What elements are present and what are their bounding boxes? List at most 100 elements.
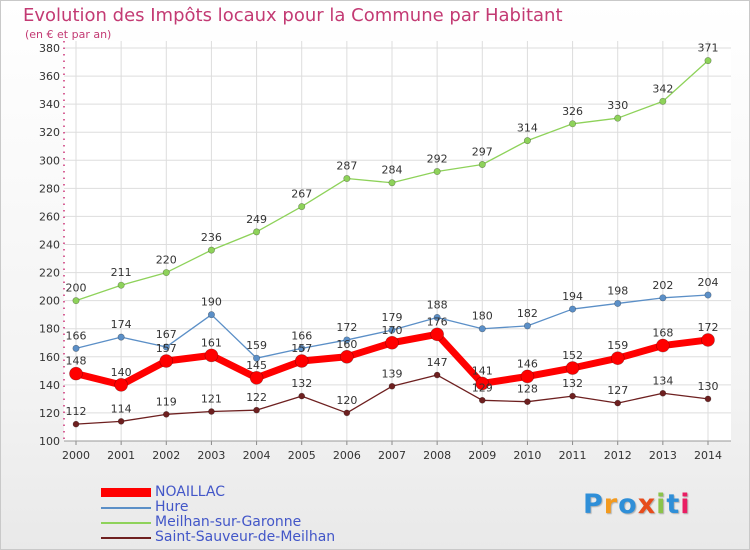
data-label-hure: 204 <box>698 276 719 289</box>
data-label-meilhan-sur-garonne: 297 <box>472 145 493 158</box>
data-label-hure: 198 <box>607 284 628 297</box>
logo-letter: t <box>666 489 681 520</box>
data-point-meilhan-sur-garonne <box>207 246 215 254</box>
data-label-saint-sauveur-de-meilhan: 128 <box>517 383 538 396</box>
data-point-noaillac <box>520 369 535 384</box>
data-label-saint-sauveur-de-meilhan: 122 <box>246 391 267 404</box>
legend-item: Meilhan-sur-Garonne <box>101 515 335 530</box>
data-label-noaillac: 140 <box>111 366 132 379</box>
data-label-meilhan-sur-garonne: 330 <box>607 99 628 112</box>
data-label-noaillac: 157 <box>156 342 177 355</box>
data-point-saint-sauveur-de-meilhan <box>343 409 351 417</box>
y-tick-label: 180 <box>39 323 60 336</box>
data-point-hure <box>253 354 261 362</box>
data-point-meilhan-sur-garonne <box>704 57 712 65</box>
data-point-saint-sauveur-de-meilhan <box>388 382 396 390</box>
legend-item: Hure <box>101 500 335 515</box>
data-point-meilhan-sur-garonne <box>117 281 125 289</box>
data-label-saint-sauveur-de-meilhan: 120 <box>336 394 357 407</box>
data-label-hure: 159 <box>246 339 267 352</box>
data-label-saint-sauveur-de-meilhan: 147 <box>427 356 448 369</box>
logo-letter: r <box>603 489 619 520</box>
data-label-noaillac: 146 <box>517 357 538 370</box>
data-point-hure <box>117 333 125 341</box>
data-point-saint-sauveur-de-meilhan <box>524 398 531 406</box>
data-label-noaillac: 148 <box>66 355 87 368</box>
data-label-noaillac: 176 <box>427 315 448 328</box>
data-point-noaillac <box>249 371 264 385</box>
data-point-hure <box>388 326 396 334</box>
data-point-hure <box>343 336 351 344</box>
y-tick-label: 280 <box>39 182 60 195</box>
data-point-hure <box>298 344 306 352</box>
logo-letter: o <box>618 489 638 520</box>
legend-label: NOAILLAC <box>155 484 225 500</box>
legend-swatch <box>101 536 151 539</box>
logo-letter: i <box>680 489 691 520</box>
y-tick-label: 220 <box>39 267 60 280</box>
data-point-noaillac <box>69 366 83 381</box>
chart-subtitle: (en € et par an) <box>25 28 112 41</box>
data-point-hure <box>162 343 170 351</box>
data-point-noaillac <box>565 361 580 375</box>
x-tick-label: 2006 <box>333 449 361 462</box>
data-label-hure: 182 <box>517 307 538 320</box>
data-label-hure: 188 <box>427 298 448 311</box>
data-label-hure: 202 <box>652 279 673 292</box>
legend-swatch <box>101 521 151 524</box>
x-tick-label: 2007 <box>378 449 406 462</box>
x-tick-label: 2008 <box>423 449 451 462</box>
data-point-hure <box>433 313 441 321</box>
data-point-noaillac <box>340 349 354 364</box>
data-point-saint-sauveur-de-meilhan <box>478 396 486 404</box>
data-label-hure: 194 <box>562 290 583 303</box>
y-tick-label: 360 <box>39 70 60 83</box>
y-tick-label: 300 <box>39 154 60 167</box>
data-point-hure <box>72 344 80 352</box>
data-label-noaillac: 145 <box>246 359 267 372</box>
data-point-meilhan-sur-garonne <box>659 97 667 105</box>
x-tick-label: 2002 <box>152 449 180 462</box>
y-tick-label: 100 <box>39 435 60 448</box>
data-label-saint-sauveur-de-meilhan: 119 <box>156 395 177 408</box>
data-label-saint-sauveur-de-meilhan: 130 <box>698 380 719 393</box>
data-point-noaillac <box>610 351 625 365</box>
chart-legend: NOAILLAC Hure Meilhan-sur-Garonne Saint-Sau… <box>101 485 335 545</box>
data-label-hure: 172 <box>336 321 357 334</box>
data-label-meilhan-sur-garonne: 249 <box>246 213 267 226</box>
legend-label: Meilhan-sur-Garonne <box>155 514 302 530</box>
data-label-noaillac: 161 <box>201 336 222 349</box>
data-point-saint-sauveur-de-meilhan <box>569 392 576 400</box>
logo-letter: x <box>637 489 657 520</box>
data-point-saint-sauveur-de-meilhan <box>72 420 80 428</box>
data-point-meilhan-sur-garonne <box>523 137 531 145</box>
data-point-meilhan-sur-garonne <box>343 175 351 183</box>
data-point-noaillac <box>159 354 174 368</box>
data-label-hure: 166 <box>66 329 87 342</box>
data-point-noaillac <box>385 335 399 350</box>
data-point-noaillac <box>114 378 128 392</box>
data-label-meilhan-sur-garonne: 342 <box>652 82 673 95</box>
x-tick-label: 2011 <box>559 449 587 462</box>
data-label-meilhan-sur-garonne: 211 <box>111 266 132 279</box>
x-tick-label: 2012 <box>604 449 632 462</box>
y-tick-label: 140 <box>39 379 60 392</box>
data-point-meilhan-sur-garonne <box>253 228 261 236</box>
data-point-hure <box>478 325 486 333</box>
data-label-saint-sauveur-de-meilhan: 127 <box>607 384 628 397</box>
y-tick-label: 160 <box>39 351 60 364</box>
data-point-meilhan-sur-garonne <box>388 179 396 187</box>
data-point-noaillac <box>701 333 715 347</box>
y-tick-label: 340 <box>39 98 60 111</box>
data-point-hure <box>569 305 577 313</box>
data-label-noaillac: 159 <box>607 339 628 352</box>
data-label-saint-sauveur-de-meilhan: 114 <box>111 402 132 415</box>
data-point-noaillac <box>204 348 219 363</box>
data-point-saint-sauveur-de-meilhan <box>433 371 441 379</box>
data-label-hure: 180 <box>472 310 493 323</box>
proxiti-logo: Proxiti <box>583 489 691 520</box>
x-tick-label: 2010 <box>513 449 541 462</box>
x-tick-label: 2014 <box>694 449 722 462</box>
legend-item: NOAILLAC <box>101 485 335 500</box>
